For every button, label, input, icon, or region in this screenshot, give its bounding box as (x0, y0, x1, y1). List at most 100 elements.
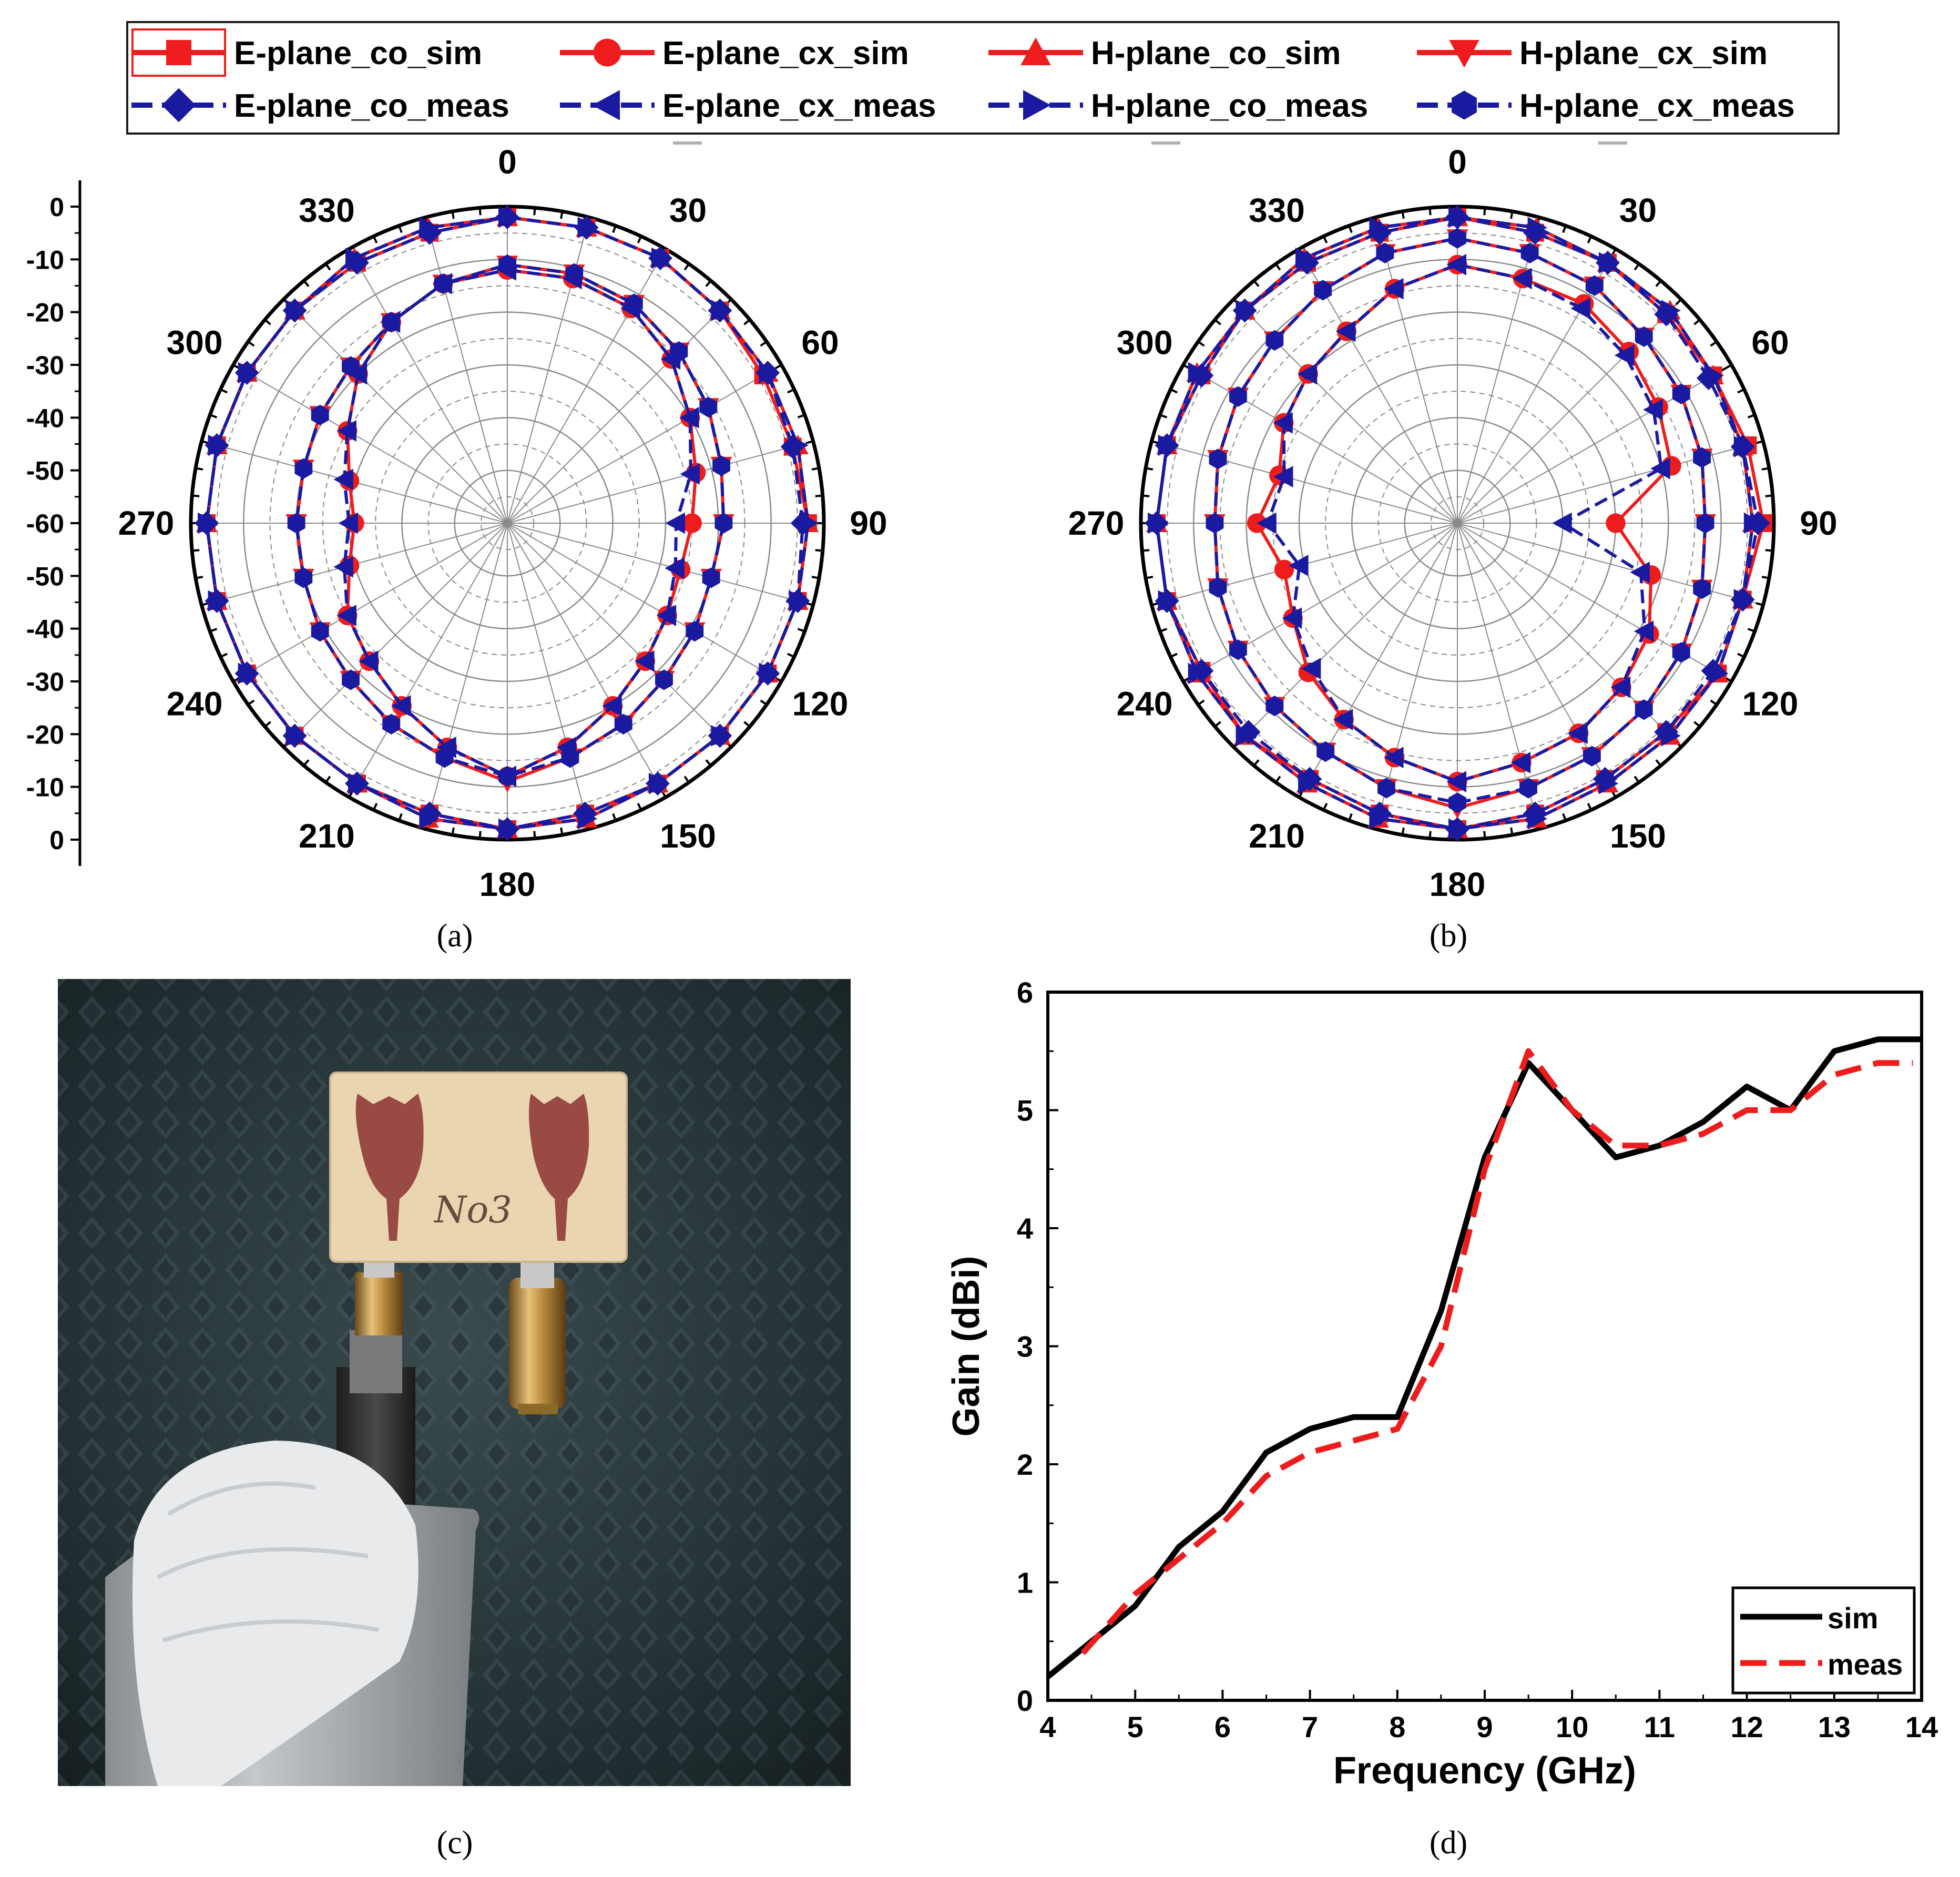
gain-series-meas (1080, 1048, 1913, 1655)
caption-b: (b) (1430, 918, 1467, 954)
polar-point (1614, 344, 1635, 366)
polar-tick (1159, 414, 1168, 419)
polar-point (625, 293, 643, 314)
polar-series (1257, 253, 1670, 793)
polar-tick (1483, 208, 1486, 216)
polar-tick (811, 467, 820, 471)
polar-tick (1214, 319, 1221, 325)
x-tick-label: 9 (1476, 1710, 1493, 1743)
polar-point (498, 206, 518, 228)
polar-spoke (1457, 364, 1732, 524)
polar-point (665, 557, 685, 579)
polar-tick (220, 388, 228, 394)
polar-point (759, 662, 779, 685)
radial-axis-label: -60 (26, 509, 64, 538)
polar-tick (787, 388, 795, 394)
polar-point (285, 725, 306, 747)
polar-tick (1275, 263, 1281, 271)
polar-point (679, 406, 699, 429)
polar-tick (560, 827, 564, 835)
polar-point (1568, 722, 1588, 744)
polar-point (498, 766, 516, 787)
polar-point (565, 263, 584, 284)
polar-tick (637, 803, 642, 811)
legend-label: E-plane_cx_sim (662, 35, 909, 72)
polar-spoke (507, 523, 813, 606)
polar-tick (1747, 628, 1755, 633)
polar-point (1301, 658, 1321, 680)
polar-tick (247, 699, 255, 706)
polar-point (670, 341, 688, 362)
polar-point (711, 725, 731, 747)
polar-point (1316, 741, 1335, 762)
polar-point (342, 356, 360, 377)
polar-point (1274, 559, 1294, 579)
polar-tick (325, 776, 331, 783)
polar-tick (683, 263, 690, 271)
y-tick-label: 2 (1017, 1448, 1033, 1481)
polar-spoke (233, 523, 508, 682)
polar-point (1650, 457, 1670, 480)
polar-point (359, 650, 379, 672)
polar-point (1643, 399, 1663, 421)
x-tick-label: 11 (1644, 1710, 1675, 1743)
y-tick-label: 6 (1017, 976, 1033, 1009)
polar-tick (1275, 776, 1281, 783)
polar-tick (195, 576, 203, 579)
polar-angle-label: 120 (792, 685, 849, 723)
polar-point (1384, 278, 1404, 300)
antenna-photo: No3 (58, 979, 851, 1786)
polar-tick (1401, 827, 1405, 835)
polar-spoke (507, 299, 732, 524)
polar-spoke (1183, 364, 1458, 524)
polar-spoke (507, 523, 590, 829)
radial-axis-label: -40 (26, 403, 64, 433)
polar-tick (705, 759, 712, 767)
polar-tick (612, 225, 617, 233)
polar-angle-label: 0 (498, 143, 517, 181)
polar-point (577, 808, 598, 830)
polar-point (1704, 364, 1724, 386)
polar-angle-label: 30 (669, 191, 707, 229)
polar-angle-label: 300 (167, 324, 223, 362)
polar-tick (1710, 341, 1718, 347)
x-tick-label: 10 (1556, 1710, 1588, 1743)
polar-tick (1145, 576, 1153, 579)
polar-spoke (1151, 441, 1458, 524)
polar-tick (787, 652, 795, 658)
polar-point (1606, 513, 1626, 533)
polar-angle-label: 210 (1249, 817, 1305, 855)
polar-point (1158, 434, 1178, 456)
polar-angle-label: 120 (1742, 685, 1799, 723)
polar-angle-label: 30 (1619, 191, 1657, 229)
polar-tick (705, 280, 712, 287)
x-tick-label: 8 (1389, 1710, 1405, 1743)
y-tick-label: 0 (1017, 1684, 1033, 1717)
radial-axis-label: -50 (26, 456, 64, 486)
polar-point (311, 404, 329, 425)
polar-point (336, 420, 356, 442)
polar-point (1448, 206, 1468, 228)
polar-point (1693, 578, 1711, 599)
polar-point (1289, 555, 1309, 576)
polar-point (1552, 512, 1572, 534)
polar-point (686, 621, 704, 642)
polar-point (294, 458, 313, 479)
polar-tick (247, 341, 255, 347)
polar-point (198, 512, 218, 534)
polar-point (789, 590, 809, 612)
x-tick-label: 13 (1818, 1710, 1851, 1743)
polar-point (1298, 772, 1318, 794)
polar-series (198, 206, 819, 840)
polar-tick (1761, 576, 1770, 579)
polar-tick (478, 831, 482, 839)
polar-point (1696, 513, 1714, 534)
polar-point (1229, 386, 1247, 407)
polar-point (1369, 217, 1389, 239)
polar-tick (209, 628, 218, 633)
polar-point (1209, 577, 1227, 598)
polar-point (348, 772, 368, 794)
polar-point (1693, 447, 1711, 468)
